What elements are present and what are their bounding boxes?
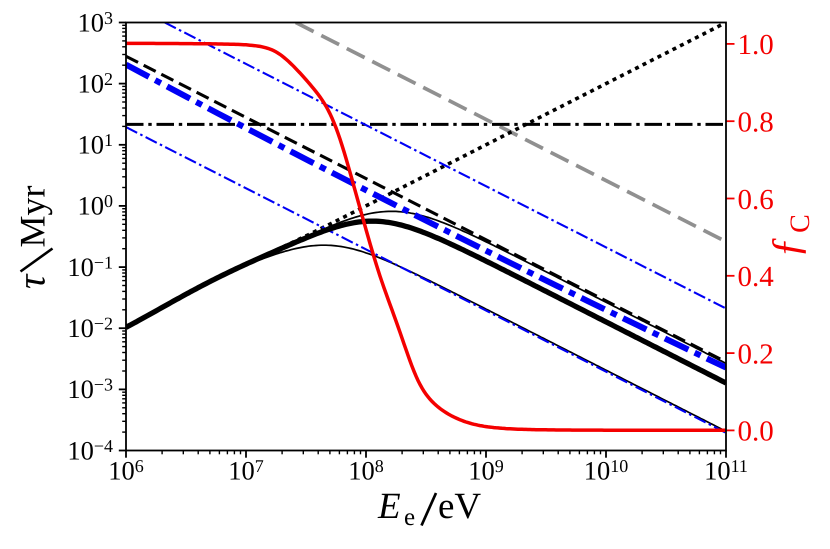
svg-text:0.2: 0.2 bbox=[738, 338, 774, 370]
svg-text:103: 103 bbox=[78, 7, 114, 37]
svg-text:102: 102 bbox=[78, 68, 114, 98]
svg-text:e: e bbox=[404, 504, 415, 531]
svg-text:0.6: 0.6 bbox=[738, 184, 774, 216]
svg-text:107: 107 bbox=[228, 456, 264, 486]
svg-text:0.0: 0.0 bbox=[738, 416, 774, 448]
svg-text:10−1: 10−1 bbox=[67, 252, 113, 282]
svg-text:1011: 1011 bbox=[704, 456, 748, 486]
svg-text:10−2: 10−2 bbox=[67, 313, 113, 343]
svg-text:0.8: 0.8 bbox=[738, 107, 774, 139]
svg-text:1010: 1010 bbox=[584, 456, 629, 486]
svg-text:100: 100 bbox=[78, 191, 114, 221]
svg-text:Myr: Myr bbox=[13, 185, 53, 247]
svg-text:10−3: 10−3 bbox=[67, 374, 113, 404]
svg-text:101: 101 bbox=[78, 130, 114, 160]
svg-text:106: 106 bbox=[108, 456, 144, 486]
svg-text:0.4: 0.4 bbox=[738, 261, 775, 293]
svg-text:τ: τ bbox=[9, 273, 54, 289]
svg-text:E: E bbox=[377, 486, 401, 527]
svg-text:108: 108 bbox=[348, 456, 384, 486]
svg-text:eV: eV bbox=[438, 486, 481, 527]
svg-text:ƒC: ƒC bbox=[764, 214, 816, 258]
svg-text:109: 109 bbox=[468, 456, 504, 486]
svg-text:1.0: 1.0 bbox=[738, 29, 774, 61]
svg-text:10−4: 10−4 bbox=[67, 435, 113, 465]
